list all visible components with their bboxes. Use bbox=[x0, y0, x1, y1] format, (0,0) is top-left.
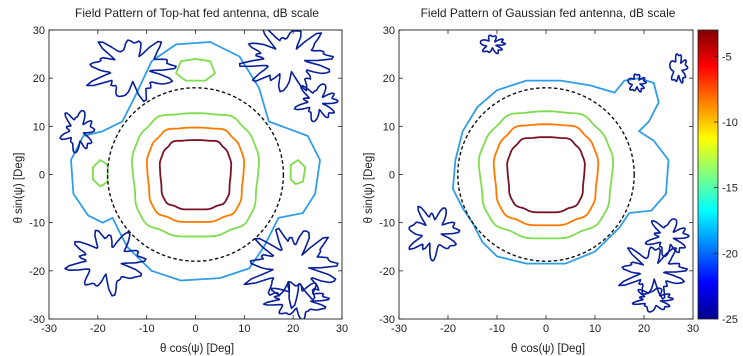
x-tick-label: 0 bbox=[543, 323, 549, 335]
contour-line bbox=[293, 83, 339, 123]
contour-line bbox=[64, 229, 147, 297]
y-tick-label: 0 bbox=[39, 170, 45, 182]
contour-line bbox=[479, 34, 507, 55]
y-tick-label: 20 bbox=[33, 73, 45, 85]
contour-line bbox=[408, 205, 461, 262]
x-tick-label: -20 bbox=[440, 323, 456, 335]
y-tick-label: -20 bbox=[379, 266, 395, 278]
contour-line bbox=[627, 73, 648, 93]
y-tick-label: 10 bbox=[383, 121, 395, 133]
colorbar-tick-label: -20 bbox=[722, 248, 738, 260]
chart-title: Field Pattern of Gaussian fed antenna, d… bbox=[421, 6, 676, 20]
y-axis-label: θ sin(ψ) [Deg] bbox=[13, 153, 25, 224]
x-tick-label: -20 bbox=[90, 323, 106, 335]
y-axis-ticks: -30 -20 -10 0 10 20 30 bbox=[29, 25, 342, 326]
contour-line bbox=[238, 30, 334, 93]
x-tick-label: 0 bbox=[192, 323, 198, 335]
plot-area bbox=[398, 29, 694, 320]
top-hat-field-pattern-plot: Field Pattern of Top-hat fed antenna, dB… bbox=[13, 6, 348, 355]
y-tick-label: 10 bbox=[33, 121, 45, 133]
contour-line bbox=[243, 227, 339, 310]
x-axis-ticks: -30 -20 -10 0 10 20 30 bbox=[391, 30, 699, 335]
x-tick-label: -10 bbox=[139, 323, 155, 335]
x-tick-label: -30 bbox=[41, 323, 57, 335]
contour-line bbox=[289, 159, 307, 185]
y-tick-label: -30 bbox=[29, 314, 45, 326]
contour-line bbox=[86, 39, 177, 103]
gaussian-field-pattern-plot: Field Pattern of Gaussian fed antenna, d… bbox=[363, 6, 699, 355]
contour-line bbox=[131, 112, 260, 238]
contour-line bbox=[262, 281, 330, 319]
y-tick-label: 30 bbox=[383, 25, 395, 37]
colorbar-gradient bbox=[697, 29, 719, 320]
y-tick-label: 20 bbox=[383, 73, 395, 85]
contour-line bbox=[644, 218, 690, 258]
contour-line bbox=[506, 136, 586, 214]
colorbar-tick-label: -15 bbox=[722, 183, 738, 195]
contour-line bbox=[70, 41, 321, 282]
x-tick-label: 20 bbox=[638, 323, 650, 335]
x-tick-label: 20 bbox=[287, 323, 299, 335]
plot-background bbox=[399, 30, 693, 319]
x-tick-label: -30 bbox=[391, 323, 407, 335]
colorbar-tick-label: -10 bbox=[722, 117, 738, 129]
x-axis-label: θ cos(ψ) [Deg] bbox=[160, 343, 234, 355]
y-tick-label: -10 bbox=[29, 218, 45, 230]
x-tick-label: 10 bbox=[238, 323, 250, 335]
contour-line bbox=[158, 139, 233, 211]
x-axis-label: θ cos(ψ) [Deg] bbox=[511, 343, 585, 355]
contour-line bbox=[146, 126, 245, 223]
reference-circle bbox=[106, 87, 285, 262]
plot-area bbox=[48, 29, 343, 320]
x-axis-ticks: -30 -20 -10 0 10 20 30 bbox=[41, 30, 348, 335]
colorbar-ticks: -5 -10 -15 -20 -25 bbox=[714, 51, 738, 326]
y-tick-label: 30 bbox=[33, 25, 45, 37]
y-tick-label: -20 bbox=[29, 266, 45, 278]
contour-line bbox=[477, 110, 615, 240]
contour-line bbox=[492, 123, 600, 227]
colorbar-tick-label: -25 bbox=[722, 314, 738, 326]
y-axis-ticks: -30 -20 -10 0 10 20 30 bbox=[379, 25, 693, 326]
x-tick-label: 30 bbox=[687, 323, 699, 335]
colorbar-tick-label: -5 bbox=[722, 51, 732, 63]
y-tick-label: -10 bbox=[379, 218, 395, 230]
colorbar: -5 -10 -15 -20 -25 bbox=[697, 29, 738, 326]
contour-line bbox=[452, 77, 670, 265]
contour-line bbox=[669, 53, 689, 84]
x-tick-label: 10 bbox=[589, 323, 601, 335]
contour-line bbox=[618, 246, 688, 300]
contour-line bbox=[631, 287, 674, 313]
y-axis-label: θ sin(ψ) [Deg] bbox=[363, 153, 375, 224]
x-tick-label: -10 bbox=[489, 323, 505, 335]
y-tick-label: -30 bbox=[379, 314, 395, 326]
y-tick-label: 0 bbox=[389, 170, 395, 182]
reference-circle bbox=[457, 87, 635, 262]
contour-line bbox=[175, 58, 216, 82]
chart-title: Field Pattern of Top-hat fed antenna, dB… bbox=[75, 6, 319, 20]
x-tick-label: 30 bbox=[336, 323, 348, 335]
contour-line bbox=[59, 109, 96, 154]
